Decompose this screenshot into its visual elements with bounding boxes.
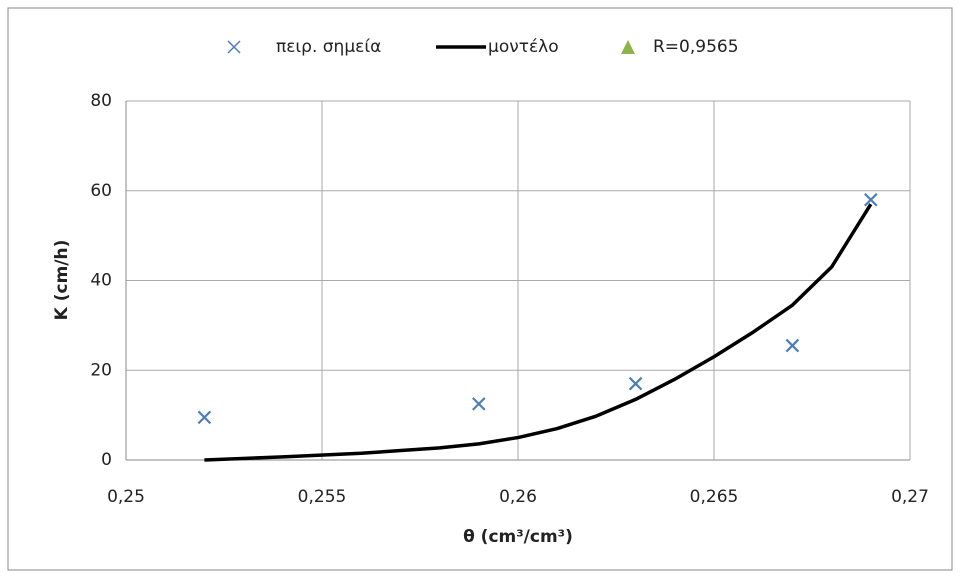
data-point — [197, 410, 212, 425]
data-point — [864, 192, 878, 207]
x-tick-label: 0,27 — [891, 487, 929, 507]
y-tick-label: 0 — [101, 450, 112, 470]
legend-swatch — [621, 40, 635, 54]
data-point — [628, 376, 643, 391]
y-tick-label: 80 — [90, 91, 112, 111]
legend-label: πειρ. σημεία — [276, 37, 381, 57]
y-tick-label: 20 — [90, 360, 112, 380]
x-tick-label: 0,25 — [107, 487, 145, 507]
x-tick-label: 0,265 — [690, 487, 739, 507]
legend-label: μοντέλο — [488, 37, 559, 57]
legend-label: R=0,9565 — [653, 37, 739, 57]
x-tick-label: 0,26 — [499, 487, 537, 507]
chart-border — [7, 7, 953, 571]
y-tick-label: 40 — [90, 271, 112, 291]
x-axis-title: θ (cm³/cm³) — [463, 527, 573, 547]
y-tick-label: 60 — [90, 181, 112, 201]
legend-swatch — [227, 40, 241, 54]
y-axis-title: K (cm/h) — [52, 240, 72, 321]
x-tick-label: 0,255 — [298, 487, 347, 507]
data-point — [785, 338, 800, 353]
data-point — [472, 397, 486, 411]
model-line — [204, 203, 873, 462]
